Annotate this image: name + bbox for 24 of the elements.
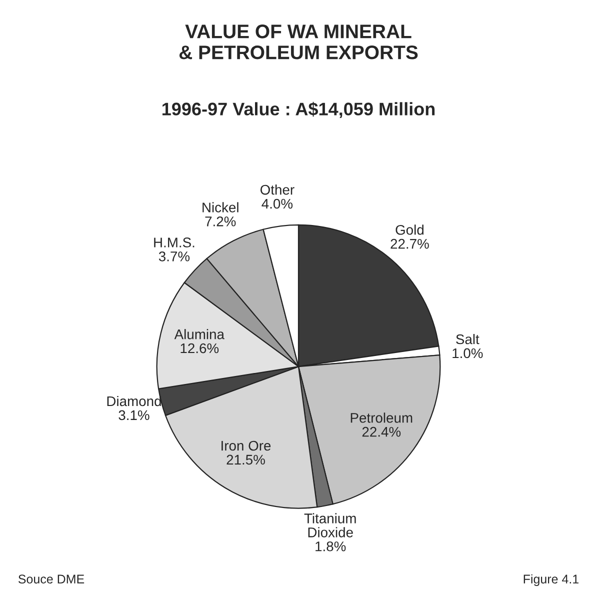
text: Souce DME: [18, 574, 84, 584]
data-label: 1.0%: [452, 348, 483, 358]
slice-label: Alumina: [174, 329, 224, 340]
slice-label: Other: [260, 184, 294, 195]
data-label: 22.4%: [362, 426, 401, 437]
data-label: 3.7%: [158, 252, 190, 262]
data-label: 22.7%: [390, 238, 429, 249]
data-label: 21.5%: [226, 454, 265, 465]
data-label: 3.1%: [118, 410, 150, 420]
slice-label: Salt: [456, 334, 480, 344]
data-label: 7.2%: [205, 216, 236, 226]
slice-label: Diamond: [107, 396, 161, 406]
data-label: 1.8%: [316, 541, 346, 552]
slice-label: Petroleum: [350, 412, 412, 423]
slice-label: Gold: [396, 224, 424, 235]
slice-label: H.M.S.: [154, 238, 194, 248]
caption: Figure 4.1: [524, 574, 578, 586]
slice-label: Titanium Dioxide: [304, 513, 356, 538]
chart-subtitle: 1996-97 Value : A$14,059 Million: [162, 102, 435, 118]
data-label: 4.0%: [262, 198, 293, 209]
slice-label: Nickel: [202, 202, 238, 212]
slice-label: Iron Ore: [222, 440, 271, 451]
chart-title: VALUE OF WA MINERAL & PETROLEUM EXPORTS: [179, 24, 418, 60]
data-label: 12.6%: [180, 343, 219, 354]
